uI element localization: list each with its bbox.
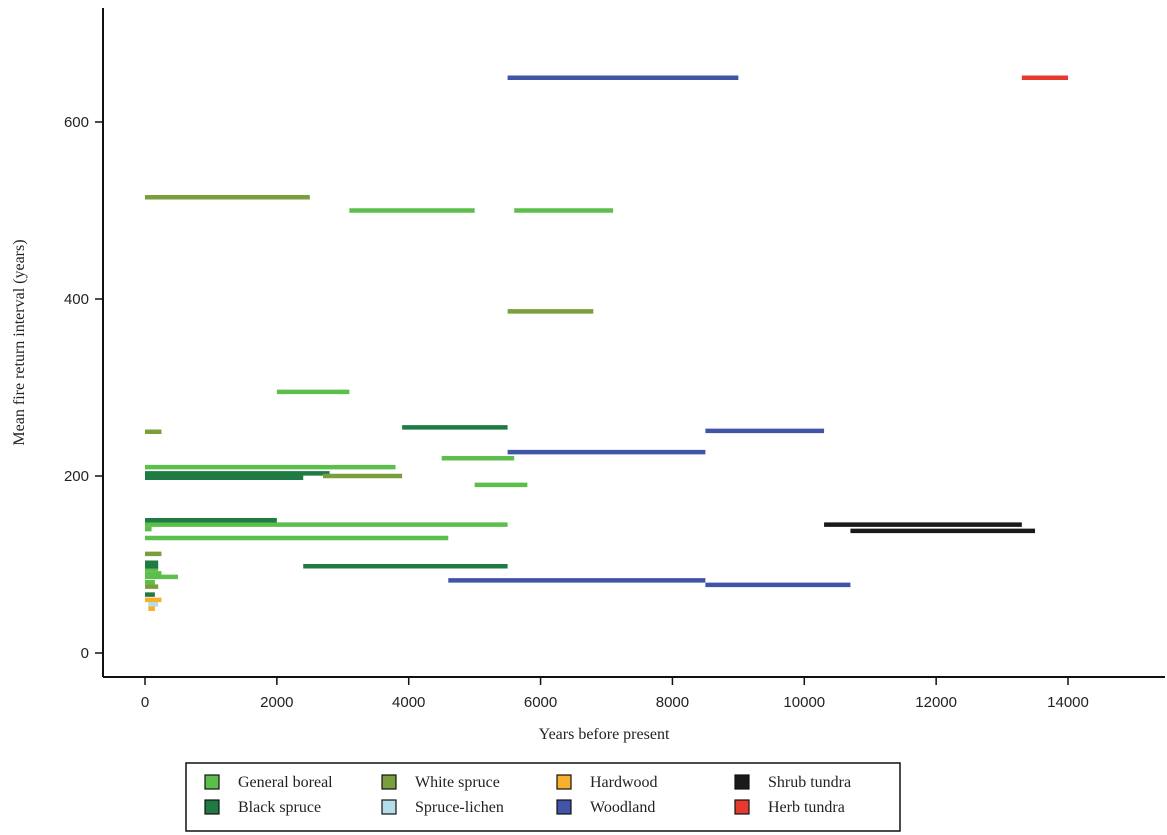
x-tick-label: 10000 [783,694,825,711]
legend-item: Black spruce [204,799,321,816]
legend-item: Herb tundra [734,799,845,816]
series-hardwood [145,597,162,611]
legend-swatch [381,799,397,815]
legend-item: Woodland [556,799,655,816]
axes: 0 200 400 600 0 2000 4000 6000 8000 10000 12000 14… [64,8,1165,711]
data-segments [145,75,1068,611]
legend-swatch [556,799,572,815]
x-tick-label: 14000 [1047,694,1089,711]
x-tick-label: 6000 [524,694,557,711]
legend-box [185,762,901,832]
legend-item: Spruce-lichen [381,799,504,816]
y-tick-label: 0 [81,645,89,662]
legend-swatch [734,799,750,815]
legend-label: Hardwood [590,774,658,791]
y-ticks: 0 200 400 600 [64,114,103,662]
legend-label: White spruce [415,774,500,791]
series-general-boreal [145,208,614,585]
legend-swatch [556,774,572,790]
legend-item: Hardwood [556,774,658,791]
x-tick-label: 4000 [392,694,425,711]
legend-label: Woodland [590,799,655,816]
x-tick-label: 12000 [915,694,957,711]
legend-label: Shrub tundra [768,774,851,791]
y-tick-label: 400 [64,291,89,308]
legend-swatch [381,774,397,790]
legend-label: General boreal [238,774,333,791]
legend-item: General boreal [204,774,333,791]
x-axis-title: Years before present [539,726,670,743]
series-black-spruce [145,425,508,597]
legend-item: White spruce [381,774,500,791]
y-tick-label: 600 [64,114,89,131]
legend-label: Herb tundra [768,799,845,816]
x-tick-label: 2000 [260,694,293,711]
legend: General boreal White spruce Hardwood Shrub … [185,762,901,832]
series-woodland [448,75,851,588]
x-tick-label: 8000 [656,694,689,711]
y-axis-title: Mean fire return interval (years) [11,239,28,445]
legend-label: Spruce-lichen [415,799,504,816]
series-shrub-tundra [824,522,1036,534]
x-ticks: 0 2000 4000 6000 8000 10000 12000 14000 [141,677,1089,711]
legend-items: General boreal White spruce Hardwood Shrub … [204,774,851,816]
legend-label: Black spruce [238,799,321,816]
y-tick-label: 200 [64,468,89,485]
legend-swatch [204,774,220,790]
legend-item: Shrub tundra [734,774,851,791]
legend-swatch [734,774,750,790]
x-tick-label: 0 [141,694,149,711]
legend-swatch [204,799,220,815]
series-white-spruce [145,194,594,589]
